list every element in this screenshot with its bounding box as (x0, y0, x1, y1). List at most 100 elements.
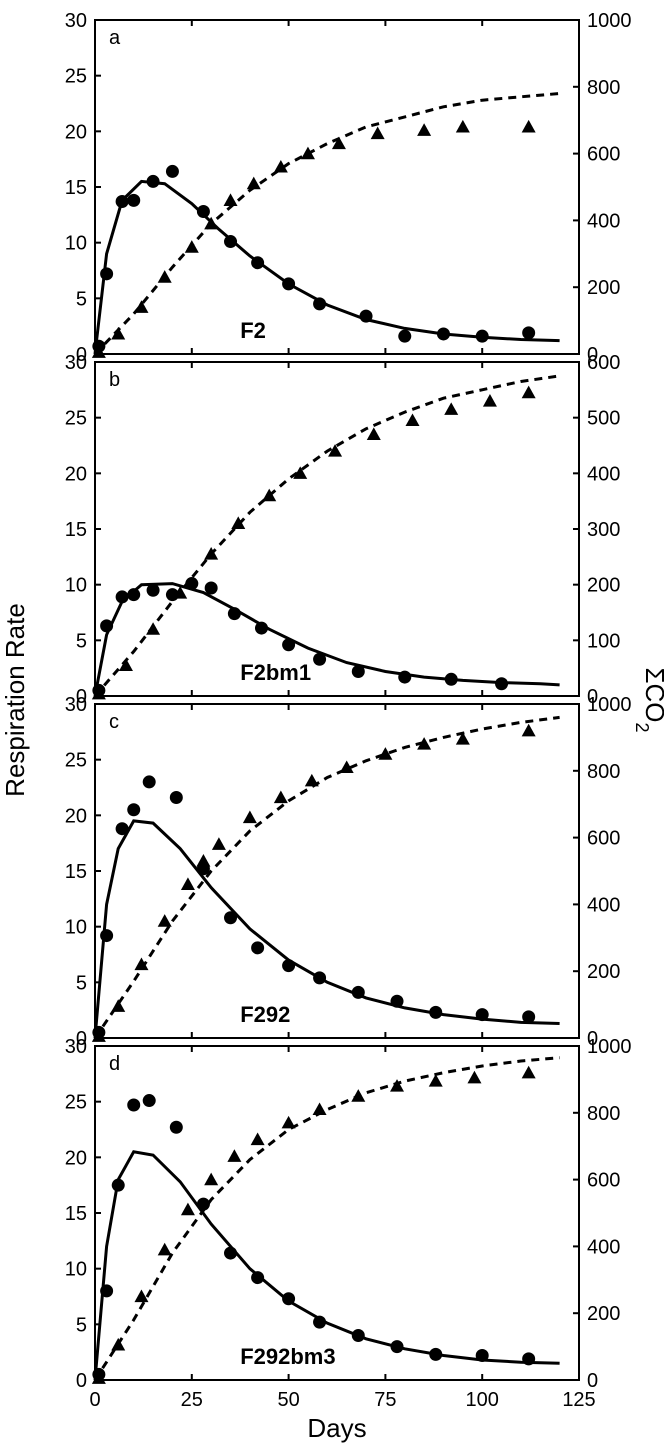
rate-point (437, 327, 450, 340)
rate-point (224, 235, 237, 248)
cumulative-point (158, 914, 172, 927)
xtick-label: 0 (89, 1389, 100, 1411)
ytick-left-label: 15 (65, 1203, 87, 1225)
rate-point (92, 1026, 105, 1039)
ytick-right-label: 200 (587, 1303, 620, 1325)
ytick-right-label: 600 (587, 1170, 620, 1192)
cumulative-point (367, 427, 381, 440)
cumulative-point (181, 877, 195, 890)
rate-point (100, 929, 113, 942)
chart-svg: 05101520253002004006008001000aF205101520… (0, 0, 664, 1455)
panel-c: 05101520253002004006008001000cF292 (65, 694, 632, 1050)
rate-point (352, 1329, 365, 1342)
rate-point (143, 1094, 156, 1107)
cumulative-point (158, 1243, 172, 1256)
ytick-left-label: 25 (65, 408, 87, 430)
rate-point (476, 330, 489, 343)
cumulative-point (227, 1149, 241, 1162)
rate-point (522, 1010, 535, 1023)
ylabel-right: ΣCO2 (632, 667, 664, 732)
ytick-left-label: 25 (65, 66, 87, 88)
ylabel-left: Respiration Rate (0, 603, 30, 797)
cumulative-point (351, 1089, 365, 1102)
ytick-left-label: 5 (76, 972, 87, 994)
ytick-left-label: 20 (65, 463, 87, 485)
cumulative-point (204, 1173, 218, 1186)
cumulative-point (390, 1079, 404, 1092)
rate-point (166, 165, 179, 178)
rate-point (205, 582, 218, 595)
cumulative-point (467, 1071, 481, 1084)
rate-point (313, 297, 326, 310)
ytick-left-label: 25 (65, 1092, 87, 1114)
rate-point (100, 619, 113, 632)
rate-point (313, 971, 326, 984)
ytick-right-label: 800 (587, 77, 620, 99)
cumulative-point (119, 658, 133, 671)
ytick-right-label: 500 (587, 408, 620, 430)
cumulative-point (251, 1133, 265, 1146)
ytick-left-label: 30 (65, 694, 87, 716)
ytick-left-label: 20 (65, 121, 87, 143)
ytick-left-label: 25 (65, 750, 87, 772)
cumulative-point (301, 147, 315, 160)
ytick-right-label: 1000 (587, 10, 632, 32)
cumulative-point (247, 177, 261, 190)
ytick-right-label: 1000 (587, 1036, 632, 1058)
rate-curve (95, 821, 560, 1038)
panel-frame (95, 362, 579, 696)
rate-point (197, 205, 210, 218)
cumulative-point (417, 123, 431, 136)
panel-frame (95, 1046, 579, 1380)
rate-point (251, 1271, 264, 1284)
rate-point (391, 1340, 404, 1353)
ytick-left-label: 30 (65, 352, 87, 374)
series-name: F292 (240, 1002, 290, 1027)
panel-frame (95, 704, 579, 1038)
series-name: F2 (240, 318, 266, 343)
rate-curve (95, 584, 560, 696)
cumulative-point (134, 300, 148, 313)
cumulative-point (224, 193, 238, 206)
ytick-left-label: 5 (76, 630, 87, 652)
rate-point (391, 995, 404, 1008)
series-name: F292bm3 (240, 1344, 335, 1369)
rate-point (100, 267, 113, 280)
ytick-right-label: 400 (587, 463, 620, 485)
rate-point (476, 1008, 489, 1021)
cumulative-point (406, 413, 420, 426)
ytick-right-label: 600 (587, 352, 620, 374)
rate-point (143, 775, 156, 788)
cumulative-point (522, 386, 536, 399)
rate-point (429, 1348, 442, 1361)
cumulative-curve (95, 376, 560, 696)
rate-point (228, 607, 241, 620)
ytick-left-label: 15 (65, 861, 87, 883)
cumulative-point (181, 1203, 195, 1216)
cumulative-point (282, 1116, 296, 1129)
cumulative-curve (95, 717, 560, 1038)
rate-point (352, 665, 365, 678)
cumulative-point (204, 547, 218, 560)
rate-point (197, 1198, 210, 1211)
rate-point (398, 671, 411, 684)
cumulative-point (522, 120, 536, 133)
rate-point (282, 277, 295, 290)
cumulative-point (332, 137, 346, 150)
ytick-right-label: 100 (587, 630, 620, 652)
cumulative-point (146, 622, 160, 635)
panel-b: 0510152025300100200300400500600bF2bm1 (65, 352, 621, 708)
panel-letter: a (109, 27, 121, 49)
ytick-left-label: 20 (65, 805, 87, 827)
ytick-left-label: 20 (65, 1147, 87, 1169)
rate-point (197, 862, 210, 875)
cumulative-point (522, 724, 536, 737)
ytick-right-label: 600 (587, 828, 620, 850)
rate-point (282, 1292, 295, 1305)
rate-curve (95, 181, 560, 354)
ytick-right-label: 400 (587, 1236, 620, 1258)
ytick-right-label: 800 (587, 761, 620, 783)
rate-point (476, 1349, 489, 1362)
cumulative-point (444, 402, 458, 415)
rate-point (185, 577, 198, 590)
